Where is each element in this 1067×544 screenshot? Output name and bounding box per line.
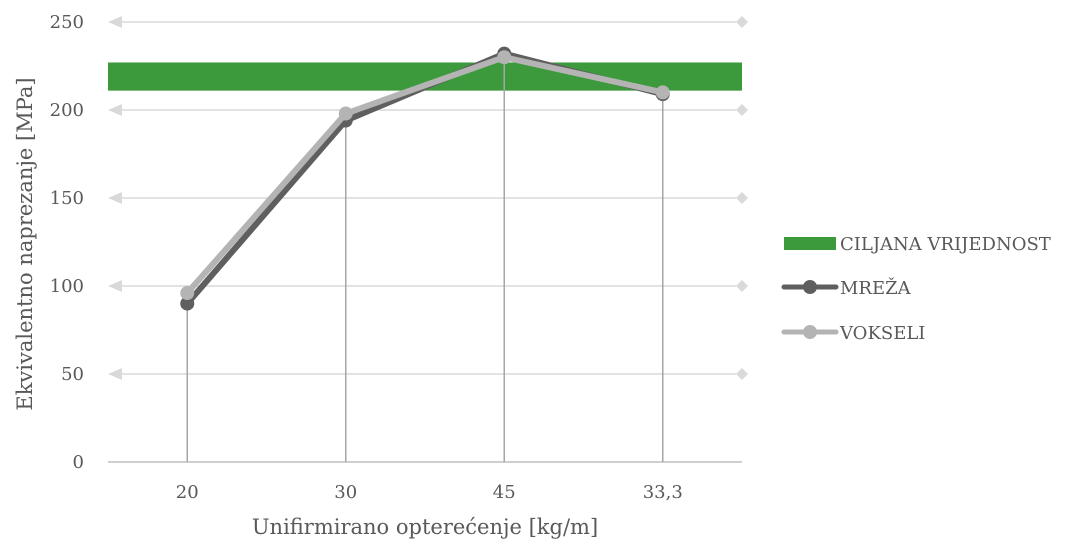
- legend: CILJANA VRIJEDNOST MREŽA VOKSELI: [784, 234, 1051, 344]
- gridline-right-marker: [736, 280, 748, 292]
- gridline-right-marker: [736, 368, 748, 380]
- legend-swatch-target-band: [784, 237, 836, 250]
- y-tick-label: 250: [50, 12, 84, 33]
- y-axis-title: Ekvivalentno naprezanje [MPa]: [13, 77, 37, 410]
- data-point: [497, 50, 511, 64]
- x-tick-label: 20: [176, 482, 199, 503]
- gridline-right-marker: [736, 192, 748, 204]
- gridline-left-marker: [108, 16, 122, 28]
- legend-marker-mreza: [803, 280, 817, 294]
- legend-label-mreza: MREŽA: [840, 276, 912, 299]
- drop-lines: [187, 54, 663, 462]
- axes: Ekvivalentno naprezanje [MPa] Unifirmira…: [13, 12, 683, 539]
- gridline-right-marker: [736, 16, 748, 28]
- data-point: [656, 85, 670, 99]
- data-point: [339, 107, 353, 121]
- gridline-left-marker: [108, 104, 122, 116]
- y-tick-label: 200: [50, 100, 84, 121]
- legend-marker-vokseli: [803, 325, 817, 339]
- x-axis-title: Unifirmirano opterećenje [kg/m]: [252, 515, 598, 539]
- x-tick-label: 30: [334, 482, 357, 503]
- data-point: [180, 286, 194, 300]
- x-tick-label: 33,3: [643, 482, 683, 503]
- gridline-left-marker: [108, 192, 122, 204]
- series-line: [187, 57, 663, 293]
- gridline-right-marker: [736, 104, 748, 116]
- gridline-left-marker: [108, 280, 122, 292]
- legend-label-target-band: CILJANA VRIJEDNOST: [840, 234, 1051, 255]
- y-tick-label: 0: [73, 452, 84, 473]
- x-tick-label: 45: [493, 482, 516, 503]
- y-tick-label: 100: [50, 276, 84, 297]
- gridline-left-marker: [108, 368, 122, 380]
- y-tick-label: 150: [50, 188, 84, 209]
- y-tick-label: 50: [61, 364, 84, 385]
- legend-label-vokseli: VOKSELI: [839, 323, 925, 344]
- series-line: [187, 54, 663, 304]
